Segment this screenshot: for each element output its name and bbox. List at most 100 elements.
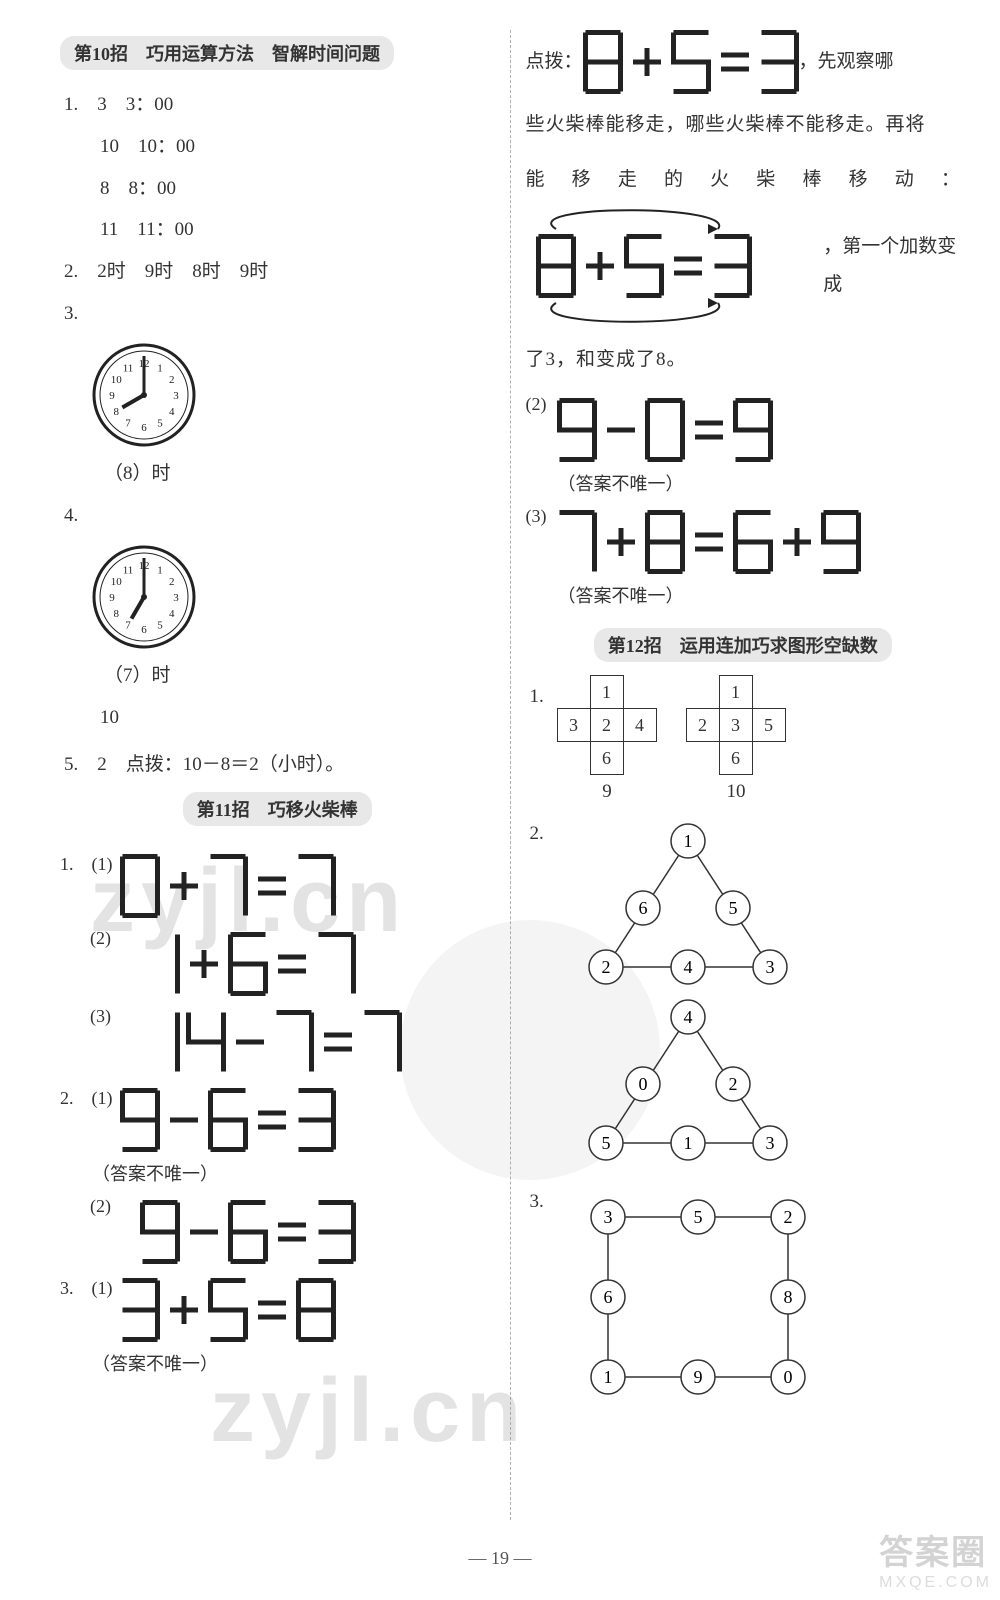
svg-text:7: 7 (125, 417, 131, 429)
svg-text:2: 2 (169, 576, 175, 588)
match-item-label: (2) (60, 928, 140, 949)
clock-7: 121234567891011 (90, 543, 495, 656)
s12-q3-label: 3. (530, 1181, 558, 1223)
svg-text:4: 4 (169, 406, 175, 418)
p1-eq (583, 30, 799, 94)
clock-8-label: （8）时 (104, 458, 495, 485)
match-item-label: 2. (1) (60, 1084, 120, 1110)
q1-line2: 10 10：00 (100, 126, 495, 168)
page-number: — 19 — (0, 1540, 1000, 1577)
s12-q2-label: 2. (530, 813, 558, 855)
svg-text:2: 2 (728, 1074, 737, 1094)
svg-text:2: 2 (169, 374, 175, 386)
a3-eq (557, 510, 861, 574)
match-item-label: (3) (60, 1006, 140, 1027)
svg-text:9: 9 (693, 1367, 702, 1387)
svg-text:5: 5 (728, 898, 737, 918)
cross-grids: 1 324 6 9 1 235 6 10 (558, 676, 816, 803)
dianbo-suffix: ，先观察哪 (799, 43, 894, 81)
svg-text:11: 11 (123, 564, 134, 576)
column-divider (510, 30, 511, 1520)
q1-line1: 1. 3 3：00 (64, 84, 495, 126)
match-equation (140, 932, 356, 996)
svg-text:6: 6 (141, 422, 147, 434)
svg-text:4: 4 (683, 957, 692, 977)
svg-text:5: 5 (693, 1207, 702, 1227)
svg-text:10: 10 (111, 374, 123, 386)
svg-text:5: 5 (157, 619, 163, 631)
dianbo-line4: 了3，和变成了8。 (526, 337, 961, 383)
section-10-title: 第10招 巧用运算方法 智解时间问题 (60, 36, 394, 70)
svg-text:3: 3 (173, 592, 179, 604)
svg-text:6: 6 (603, 1287, 612, 1307)
svg-text:0: 0 (783, 1367, 792, 1387)
match-equation (120, 1088, 336, 1152)
svg-text:8: 8 (114, 406, 120, 418)
match-equation (140, 1010, 402, 1074)
q4-label: 4. (64, 495, 495, 537)
s12-q1-label: 1. (530, 676, 558, 718)
a2-eq (557, 398, 773, 462)
cross-grid: 1 235 6 10 (687, 676, 786, 803)
left-column: 第10招 巧用运算方法 智解时间问题 1. 3 3：00 10 10：00 8 … (60, 30, 495, 1520)
dianbo-prefix: 点拨： (526, 43, 583, 81)
svg-text:8: 8 (783, 1287, 792, 1307)
svg-text:7: 7 (125, 619, 131, 631)
svg-text:10: 10 (111, 576, 123, 588)
svg-text:8: 8 (114, 608, 120, 620)
a3-label: (3) (526, 506, 547, 527)
svg-text:2: 2 (783, 1207, 792, 1227)
match-item-label: 1. (1) (60, 850, 120, 876)
arrow-eq-suffix: ，第一个加数变成 (823, 228, 960, 304)
section-11-title: 第11招 巧移火柴棒 (183, 792, 372, 826)
a3-note: （答案不唯一） (558, 582, 961, 608)
triangles: 1 6 5 2 4 3 4 0 2 5 1 3 (558, 813, 798, 1171)
q1-line3: 8 8：00 (100, 168, 495, 210)
svg-text:0: 0 (638, 1074, 647, 1094)
svg-text:3: 3 (603, 1207, 612, 1227)
match-equation (120, 1278, 336, 1342)
match-list: 1. (1)(2)(3)2. (1)（答案不唯一）(2)3. (1)（答案不唯一… (60, 854, 495, 1376)
dianbo-line3: 能移走的火柴棒移动： (526, 164, 961, 191)
svg-text:4: 4 (683, 1007, 692, 1027)
match-item-label: (2) (60, 1196, 140, 1217)
match-equation (140, 1200, 356, 1264)
q3-label: 3. (64, 293, 495, 335)
clock-8: 121234567891011 (90, 341, 495, 454)
svg-text:9: 9 (109, 390, 115, 402)
q4-extra: 10 (100, 697, 495, 739)
arrow-equation: ，第一个加数变成 (526, 209, 961, 323)
match-note: （答案不唯一） (92, 1160, 495, 1186)
svg-text:1: 1 (683, 831, 692, 851)
svg-text:1: 1 (157, 564, 163, 576)
svg-text:2: 2 (601, 957, 610, 977)
a2-note: （答案不唯一） (558, 470, 961, 496)
svg-text:4: 4 (169, 608, 175, 620)
svg-text:1: 1 (157, 362, 163, 374)
svg-text:3: 3 (173, 390, 179, 402)
section-12-title: 第12招 运用连加巧求图形空缺数 (594, 628, 892, 662)
square-graph: 352 68 190 (558, 1181, 818, 1413)
dianbo-line2: 些火柴棒能移走，哪些火柴棒不能移走。再将 (526, 102, 961, 148)
svg-text:11: 11 (123, 362, 134, 374)
match-item-label: 3. (1) (60, 1274, 120, 1300)
match-equation (120, 854, 336, 918)
match-note: （答案不唯一） (92, 1350, 495, 1376)
svg-text:3: 3 (765, 1133, 774, 1153)
clock-7-label: （7）时 (104, 660, 495, 687)
corner-watermark: 答案圈 MXQE.COM (879, 1525, 992, 1592)
svg-text:1: 1 (683, 1133, 692, 1153)
dianbo-line1: 点拨： ，先观察哪 (526, 30, 961, 94)
svg-text:9: 9 (109, 592, 115, 604)
svg-text:5: 5 (601, 1133, 610, 1153)
q2: 2. 2时 9时 8时 9时 (64, 251, 495, 293)
cross-grid: 1 324 6 9 (558, 676, 657, 803)
svg-text:6: 6 (638, 898, 647, 918)
a2-label: (2) (526, 394, 547, 415)
svg-text:6: 6 (141, 624, 147, 636)
svg-text:5: 5 (157, 417, 163, 429)
q1-line4: 11 11：00 (100, 209, 495, 251)
q5: 5. 2 点拨：10－8＝2（小时）。 (64, 744, 495, 786)
svg-text:3: 3 (765, 957, 774, 977)
right-column: 点拨： ，先观察哪 些火柴棒能移走，哪些火柴棒不能移走。再将 能移走的火柴棒移动… (526, 30, 961, 1520)
